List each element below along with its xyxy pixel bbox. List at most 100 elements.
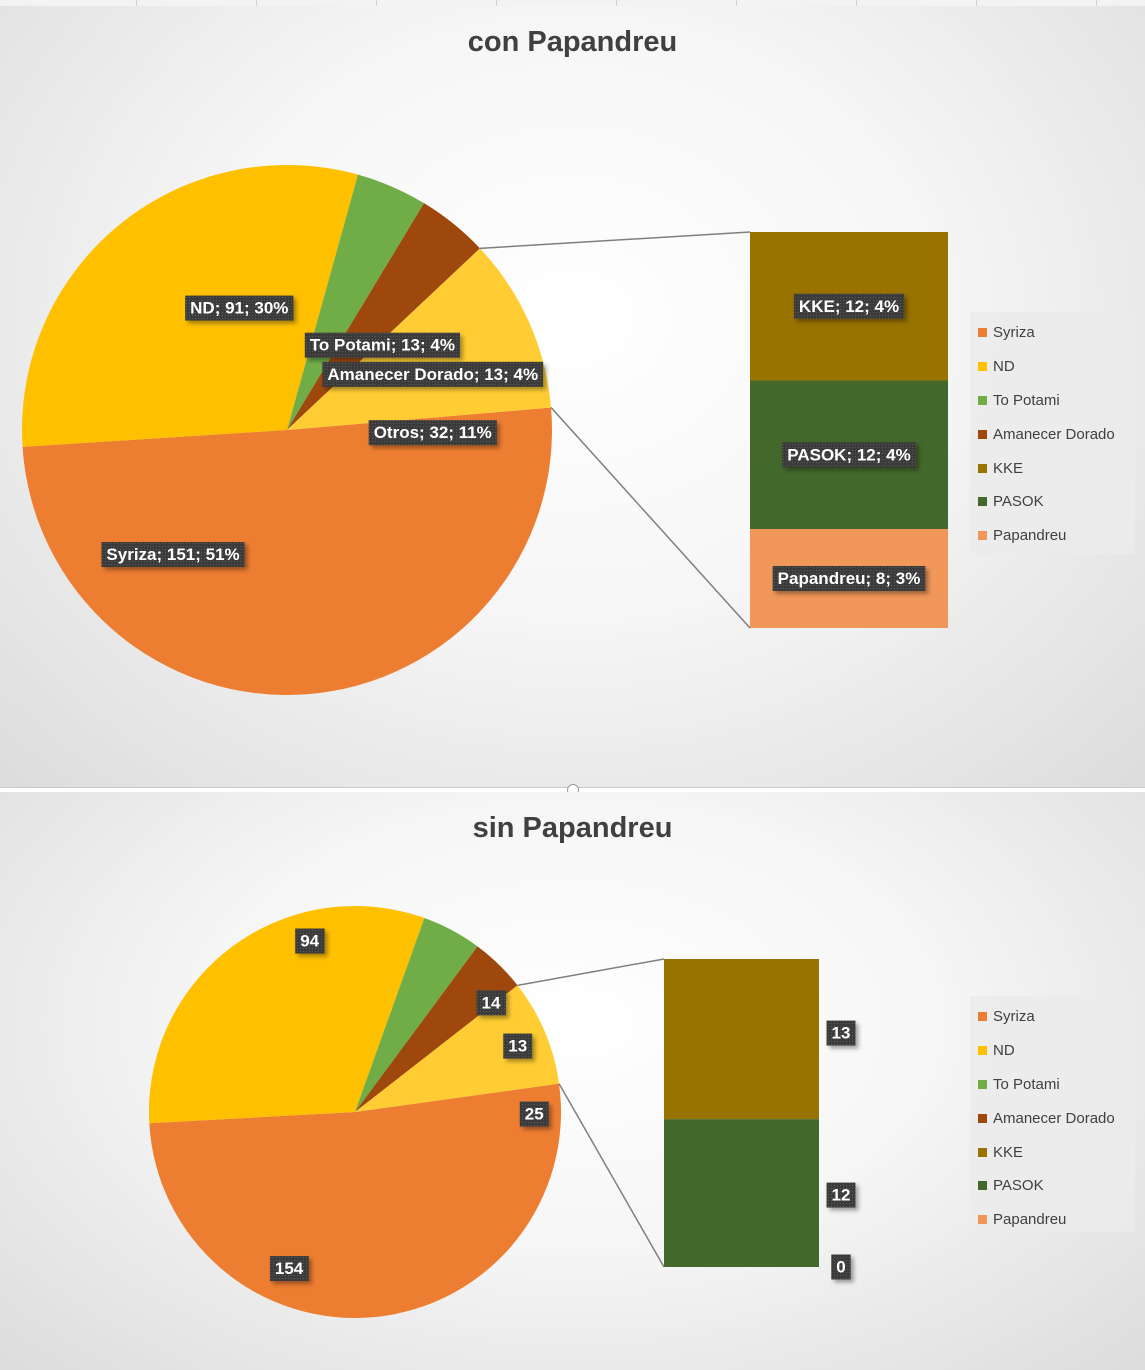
legend-swatch: [978, 531, 987, 541]
legend-swatch: [978, 395, 987, 405]
legend-label: Syriza: [993, 324, 1035, 342]
legend-label: PASOK: [993, 1177, 1044, 1195]
column-divider: [256, 0, 257, 6]
svg-text:Amanecer Dorado; 13; 4%: Amanecer Dorado; 13; 4%: [327, 365, 538, 384]
connector-line: [550, 407, 751, 629]
svg-text:ND; 91; 30%: ND; 91; 30%: [190, 299, 288, 318]
pie-slice-to-potami[interactable]: [355, 918, 478, 1112]
legend-item-papandreu[interactable]: Papandreu: [978, 1203, 1127, 1237]
legend-item-to-potami[interactable]: To Potami: [978, 384, 1127, 418]
legend-swatch: [978, 1113, 987, 1123]
legend-item-kke[interactable]: KKE: [978, 451, 1127, 485]
legend-item-nd[interactable]: ND: [978, 350, 1127, 384]
legend-label: PASOK: [993, 493, 1044, 511]
data-label-to-potami: 14: [476, 990, 506, 1016]
legend-item-pasok[interactable]: PASOK: [978, 485, 1127, 519]
legend-label: Amanecer Dorado: [993, 1109, 1115, 1127]
connector-line: [558, 1083, 665, 1268]
column-divider: [736, 0, 737, 6]
legend-label: Papandreu: [993, 1211, 1067, 1229]
legend-swatch: [978, 429, 987, 439]
legend-label: To Potami: [993, 391, 1060, 409]
connector-line: [479, 231, 751, 250]
svg-text:13: 13: [508, 1037, 527, 1056]
legend-item-to-potami[interactable]: To Potami: [978, 1068, 1127, 1102]
data-label-nd: 94: [295, 928, 325, 954]
chart-legend[interactable]: Syriza ND To Potami Amanecer Dorado KKE PASOK…: [970, 996, 1135, 1232]
legend-swatch: [978, 1147, 987, 1157]
chart-sin-papandreu[interactable]: sin Papandreu 154 94 14 13 25 13 12 0 Syriza ND T…: [0, 792, 1145, 1370]
svg-text:25: 25: [525, 1105, 544, 1124]
legend-item-pasok[interactable]: PASOK: [978, 1169, 1127, 1203]
data-label-kke: 13: [826, 1020, 856, 1046]
svg-text:94: 94: [300, 932, 319, 951]
column-divider: [856, 0, 857, 6]
svg-text:0: 0: [836, 1258, 845, 1277]
legend-label: Papandreu: [993, 527, 1067, 545]
legend-swatch: [978, 1215, 987, 1225]
column-divider: [616, 0, 617, 6]
legend-swatch: [978, 1079, 987, 1089]
pie-slice-otros[interactable]: [355, 985, 560, 1112]
chart-legend[interactable]: Syriza ND To Potami Amanecer Dorado KKE PASOK…: [970, 312, 1135, 554]
data-label-amanecer-dorado: Amanecer Dorado; 13; 4%: [322, 361, 544, 387]
legend-item-syriza[interactable]: Syriza: [978, 1000, 1127, 1034]
legend-item-papandreu[interactable]: Papandreu: [978, 519, 1127, 553]
data-label-pasok: 12: [826, 1182, 856, 1208]
chart-plot-area: Syriza; 151; 51% ND; 91; 30% To Potami; 13…: [22, 165, 948, 695]
data-label-syriza: 154: [269, 1256, 309, 1282]
legend-item-kke[interactable]: KKE: [978, 1135, 1127, 1169]
pie-slice-nd[interactable]: [149, 906, 425, 1124]
svg-text:Syriza; 151; 51%: Syriza; 151; 51%: [106, 545, 239, 564]
column-divider: [496, 0, 497, 6]
chart-plot-area: 154 94 14 13 25 13 12 0: [149, 906, 856, 1318]
data-label-nd: ND; 91; 30%: [185, 295, 294, 321]
column-divider: [976, 0, 977, 6]
legend-label: ND: [993, 358, 1015, 376]
legend-swatch: [978, 362, 987, 372]
column-divider: [1096, 0, 1097, 6]
svg-text:154: 154: [275, 1259, 304, 1278]
legend-swatch: [978, 463, 987, 473]
pie-slice-amanecer-dorado[interactable]: [355, 946, 518, 1112]
legend-label: Syriza: [993, 1008, 1035, 1026]
data-label-otros: Otros; 32; 11%: [368, 420, 497, 446]
svg-text:KKE; 12; 4%: KKE; 12; 4%: [799, 297, 899, 316]
legend-label: Amanecer Dorado: [993, 425, 1115, 443]
bar-segment-pasok[interactable]: [664, 1119, 819, 1267]
data-label-syriza: Syriza; 151; 51%: [101, 542, 245, 568]
legend-item-syriza[interactable]: Syriza: [978, 316, 1127, 350]
data-label-to-potami: To Potami; 13; 4%: [304, 332, 460, 358]
pie-slice-syriza[interactable]: [22, 407, 552, 695]
svg-text:To Potami; 13; 4%: To Potami; 13; 4%: [310, 336, 455, 355]
data-label-amanecer-dorado: 13: [503, 1033, 533, 1059]
legend-label: KKE: [993, 459, 1024, 477]
column-divider: [376, 0, 377, 6]
legend-swatch: [978, 1012, 987, 1022]
legend-swatch: [978, 1046, 987, 1056]
legend-label: KKE: [993, 1143, 1024, 1161]
data-label-pasok: PASOK; 12; 4%: [782, 442, 916, 468]
data-label-papandreu: 0: [831, 1254, 851, 1280]
bar-segment-kke[interactable]: [664, 959, 819, 1120]
chart-title: sin Papandreu: [472, 812, 673, 844]
svg-text:12: 12: [832, 1186, 851, 1205]
legend-item-amanecer-dorado[interactable]: Amanecer Dorado: [978, 1101, 1127, 1135]
data-label-papandreu: Papandreu; 8; 3%: [772, 566, 926, 591]
legend-item-nd[interactable]: ND: [978, 1034, 1127, 1068]
svg-text:13: 13: [832, 1024, 851, 1043]
legend-label: ND: [993, 1042, 1015, 1060]
legend-swatch: [978, 1181, 987, 1191]
legend-item-amanecer-dorado[interactable]: Amanecer Dorado: [978, 417, 1127, 451]
pie-slice-to-potami[interactable]: [287, 174, 425, 430]
legend-label: To Potami: [993, 1075, 1060, 1093]
legend-swatch: [978, 328, 987, 338]
legend-swatch: [978, 497, 987, 507]
svg-text:14: 14: [481, 993, 500, 1012]
svg-text:Papandreu; 8; 3%: Papandreu; 8; 3%: [778, 569, 921, 588]
svg-text:PASOK; 12; 4%: PASOK; 12; 4%: [787, 445, 910, 464]
chart-con-papandreu[interactable]: con Papandreu Syriza; 151; 51% ND; 91; 30…: [0, 6, 1145, 788]
data-label-otros: 25: [519, 1101, 549, 1127]
pie-slice-syriza[interactable]: [149, 1083, 561, 1318]
chart-title: con Papandreu: [467, 26, 678, 58]
